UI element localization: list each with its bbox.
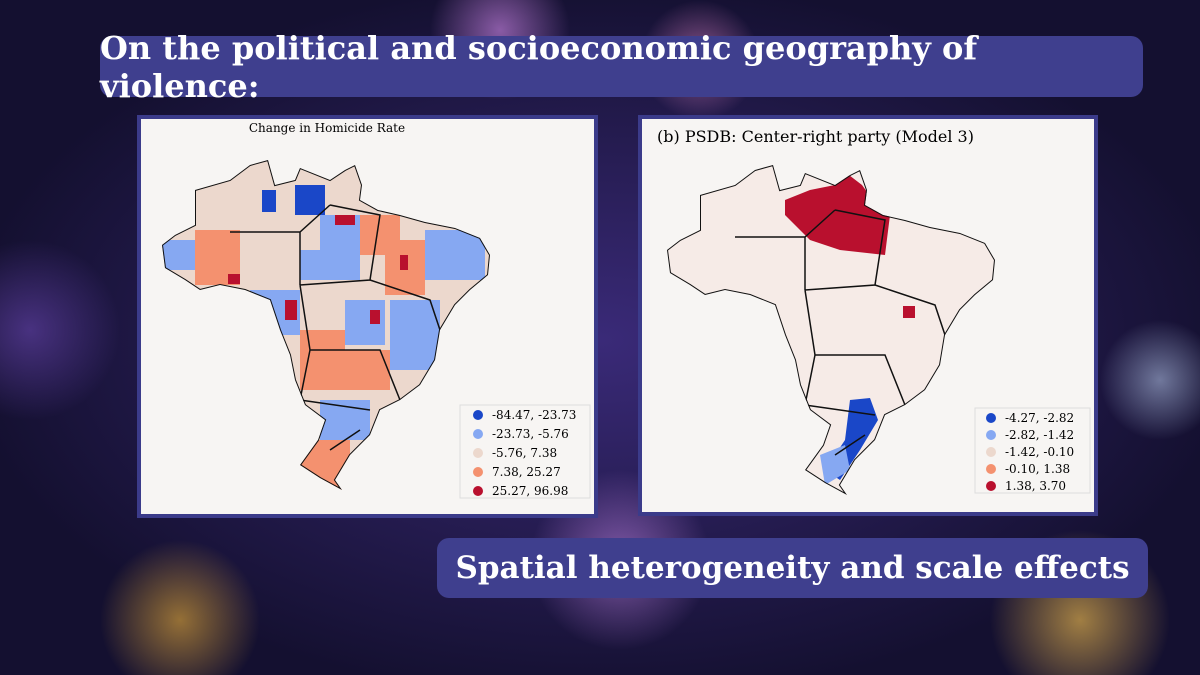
legend-marker xyxy=(986,430,996,440)
legend-marker xyxy=(986,413,996,423)
legend-label: -23.73, -5.76 xyxy=(492,427,569,441)
legend-label: 7.38, 25.27 xyxy=(492,465,561,479)
legend-label: -2.82, -1.42 xyxy=(1005,428,1074,442)
legend-marker xyxy=(473,429,483,439)
legend-marker xyxy=(473,410,483,420)
subtitle: Spatial heterogeneity and scale effects xyxy=(437,538,1148,598)
legend-label: -1.42, -0.10 xyxy=(1005,445,1074,459)
legend-label: -0.10, 1.38 xyxy=(1005,462,1070,476)
legend-label: 1.38, 3.70 xyxy=(1005,479,1066,493)
legend-marker xyxy=(986,447,996,457)
legend-label: -4.27, -2.82 xyxy=(1005,411,1074,425)
map-title: Change in Homicide Rate xyxy=(249,121,405,135)
map-left xyxy=(162,160,490,490)
map-right xyxy=(667,165,995,495)
legend-marker xyxy=(986,464,996,474)
legend-items: -84.47, -23.73 -23.73, -5.76 -5.76, 7.38 7.… xyxy=(473,408,576,498)
legend-label: -84.47, -23.73 xyxy=(492,408,576,422)
legend-label: 25.27, 96.98 xyxy=(492,484,568,498)
legend-marker xyxy=(473,448,483,458)
legend-items: -4.27, -2.82 -2.82, -1.42 -1.42, -0.10 -0.1… xyxy=(986,411,1074,493)
map-title: (b) PSDB: Center-right party (Model 3) xyxy=(657,127,974,146)
legend-marker xyxy=(473,467,483,477)
legend-marker xyxy=(473,486,483,496)
legend-label: -5.76, 7.38 xyxy=(492,446,557,460)
legend-marker xyxy=(986,481,996,491)
